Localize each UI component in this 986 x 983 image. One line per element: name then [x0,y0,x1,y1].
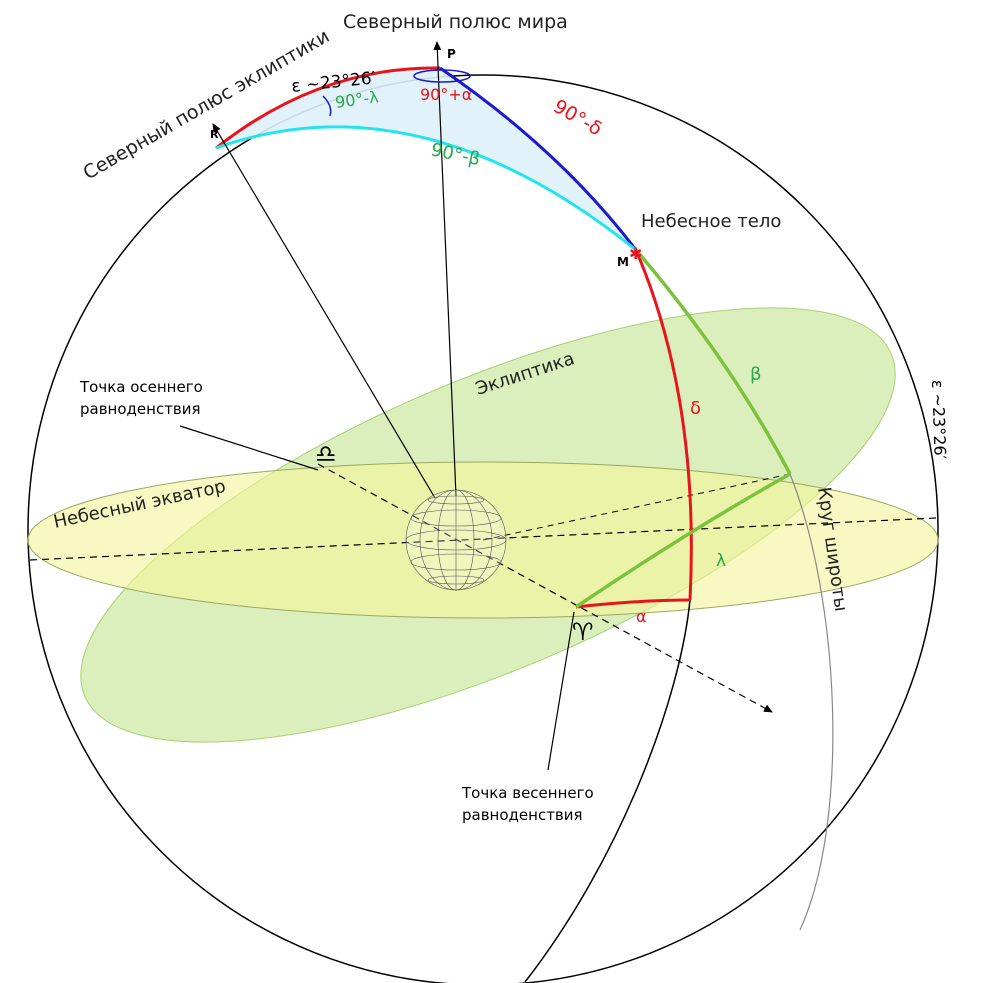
celestial-body-star: ✱ [629,244,642,263]
arc-r-to-p [215,66,441,150]
arc-lambda [575,472,791,609]
arc-declination [634,249,693,601]
delta-label: δ [690,398,701,419]
aries-symbol: ♈ [572,618,594,646]
hour-circle-lower [524,599,691,983]
angle-mark-r [322,95,332,117]
alpha-label: α [636,607,647,626]
latitude-circle-arc [789,473,834,931]
spring-equinox-leader [547,611,575,771]
world-pole-axis [433,41,457,497]
point-m-label: M [617,255,629,269]
autumn-equinox-label-line1: Точка осеннего [79,378,203,396]
epsilon-right-label: ε ~23°26′ [928,379,950,459]
spring-equinox-label-line1: Точка весеннего [461,784,594,802]
ecliptic-pole-axis [212,123,436,499]
arc-r-to-m [215,125,637,252]
spherical-triangle [216,67,636,250]
beta-label: β [750,364,762,385]
arc-beta [634,248,792,475]
autumn-equinox-leader [179,425,319,471]
libra-symbol: ♎ [315,440,337,468]
latitude-point-line [482,473,791,541]
point-r-label: R [210,128,219,141]
lambda-label: λ [716,551,726,571]
arc-alpha [575,598,691,609]
ninety-plus-alpha-label: 90°+α [420,85,472,104]
point-p-label: P [447,47,456,61]
earth-globe [405,489,507,591]
autumn-equinox-label-line2: равноденствия [80,400,201,418]
north-pole-world-label: Северный полюс мира [343,11,568,33]
spring-equinox-label-line2: равноденствия [462,806,583,824]
arc-p-to-m [439,66,638,251]
equinox-line [317,463,773,713]
celestial-body-label: Небесное тело [641,211,781,232]
angle-mark-p [413,69,471,83]
